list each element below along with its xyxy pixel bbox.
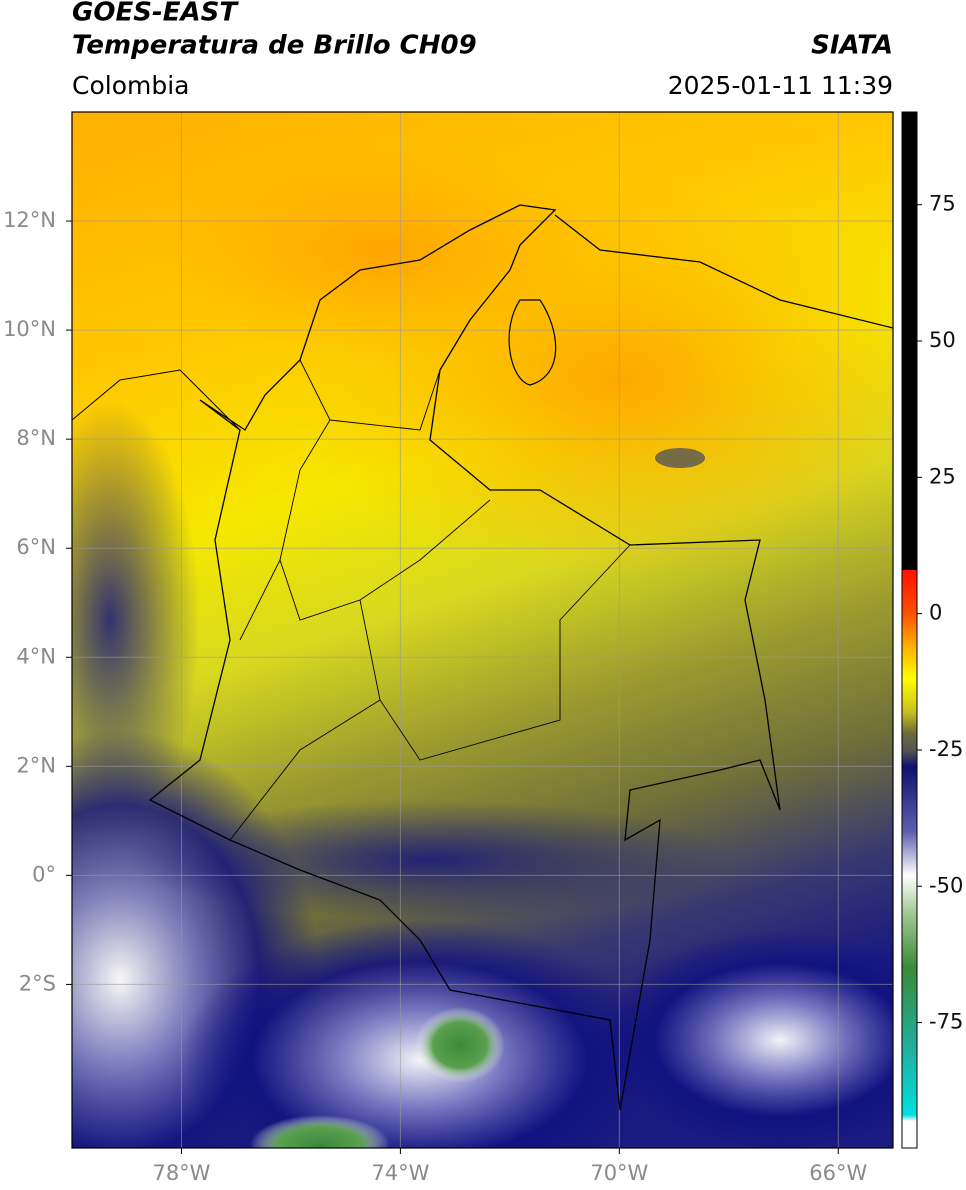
colorbar-tick-label: -50 <box>929 873 963 897</box>
x-tick-label: 74°W <box>371 1161 429 1185</box>
y-tick-label: 0° <box>32 862 56 886</box>
x-tick-label: 78°W <box>152 1161 210 1185</box>
y-tick-label: 12°N <box>3 208 56 232</box>
y-tick-label: 10°N <box>3 317 56 341</box>
colorbar <box>901 111 918 1149</box>
colorbar-tick-label: 75 <box>929 192 956 216</box>
x-tick-label: 70°W <box>590 1161 648 1185</box>
colorbar-tick-label: 0 <box>929 601 942 625</box>
map-frame <box>71 111 894 1149</box>
y-tick-label: 4°N <box>16 644 56 668</box>
colorbar-tick-label: -25 <box>929 737 963 761</box>
satellite-image <box>72 112 893 1148</box>
y-tick-label: 6°N <box>16 535 56 559</box>
source: SIATA <box>811 31 893 61</box>
colorbar-tick-label: 25 <box>929 464 956 488</box>
region: Colombia <box>72 71 189 100</box>
colorbar-tick-label: -75 <box>929 1010 963 1034</box>
y-tick-label: 2°S <box>19 971 56 995</box>
y-tick-label: 2°N <box>16 753 56 777</box>
datetime: 2025-01-11 11:39 <box>668 71 893 100</box>
title: GOES-EAST <box>72 0 239 28</box>
y-tick-label: 8°N <box>16 426 56 450</box>
subtitle: Temperatura de Brillo CH09 <box>72 31 477 61</box>
colorbar-tick-label: 50 <box>929 328 956 352</box>
x-tick-label: 66°W <box>809 1161 867 1185</box>
